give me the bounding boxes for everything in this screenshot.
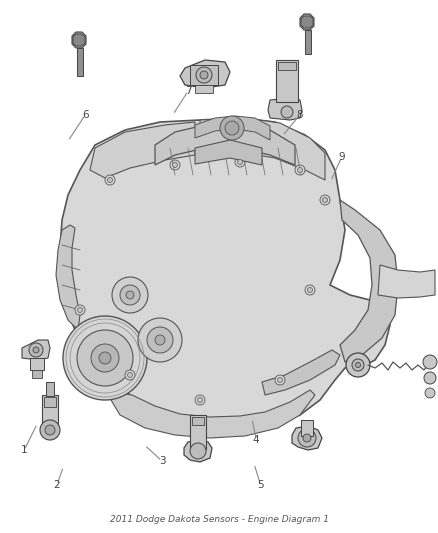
Polygon shape xyxy=(200,118,325,180)
Circle shape xyxy=(107,177,113,182)
Circle shape xyxy=(198,398,202,402)
Polygon shape xyxy=(292,426,322,450)
Circle shape xyxy=(320,195,330,205)
Text: 2: 2 xyxy=(53,480,60,490)
Text: 6: 6 xyxy=(82,110,89,119)
Polygon shape xyxy=(268,98,302,120)
Circle shape xyxy=(196,67,212,83)
Circle shape xyxy=(303,434,311,442)
Polygon shape xyxy=(195,116,270,140)
Circle shape xyxy=(305,285,315,295)
Polygon shape xyxy=(300,14,314,30)
Text: 9: 9 xyxy=(338,152,345,162)
Bar xyxy=(278,62,296,70)
Bar xyxy=(30,358,44,370)
Circle shape xyxy=(33,347,39,353)
Circle shape xyxy=(126,291,134,299)
Polygon shape xyxy=(180,60,230,88)
Text: 5: 5 xyxy=(257,480,264,490)
Circle shape xyxy=(105,175,115,185)
Text: 1: 1 xyxy=(21,446,28,455)
Circle shape xyxy=(78,308,82,312)
Polygon shape xyxy=(60,118,390,432)
Circle shape xyxy=(356,362,360,367)
Text: 7: 7 xyxy=(185,86,192,95)
Circle shape xyxy=(322,198,328,203)
Circle shape xyxy=(346,353,370,377)
Polygon shape xyxy=(262,350,340,395)
Circle shape xyxy=(220,116,244,140)
Circle shape xyxy=(120,285,140,305)
Circle shape xyxy=(170,160,180,170)
Bar xyxy=(44,397,56,407)
Polygon shape xyxy=(73,34,85,46)
Polygon shape xyxy=(72,32,86,48)
Circle shape xyxy=(91,344,119,372)
Circle shape xyxy=(352,359,364,371)
Circle shape xyxy=(138,318,182,362)
Circle shape xyxy=(275,375,285,385)
Bar xyxy=(195,85,213,93)
Circle shape xyxy=(63,316,147,400)
Text: 4: 4 xyxy=(253,435,260,445)
Circle shape xyxy=(29,343,43,357)
Circle shape xyxy=(425,388,435,398)
Polygon shape xyxy=(22,340,50,360)
Circle shape xyxy=(225,121,239,135)
Polygon shape xyxy=(195,140,262,165)
Circle shape xyxy=(77,330,133,386)
Circle shape xyxy=(195,395,205,405)
Polygon shape xyxy=(378,265,435,298)
Circle shape xyxy=(298,429,316,447)
Text: 3: 3 xyxy=(159,456,166,466)
Bar xyxy=(301,420,313,436)
Bar xyxy=(42,395,58,430)
Circle shape xyxy=(281,106,293,118)
Polygon shape xyxy=(184,440,212,462)
Circle shape xyxy=(190,443,206,459)
Polygon shape xyxy=(340,200,398,362)
Circle shape xyxy=(112,277,148,313)
Bar xyxy=(305,30,311,54)
Bar xyxy=(276,60,298,102)
Circle shape xyxy=(235,157,245,167)
Circle shape xyxy=(40,420,60,440)
Circle shape xyxy=(75,305,85,315)
Text: 2011 Dodge Dakota Sensors - Engine Diagram 1: 2011 Dodge Dakota Sensors - Engine Diagr… xyxy=(110,515,328,524)
Bar xyxy=(190,65,218,85)
Circle shape xyxy=(45,425,55,435)
Circle shape xyxy=(297,167,303,173)
Circle shape xyxy=(295,165,305,175)
Circle shape xyxy=(423,355,437,369)
Circle shape xyxy=(278,377,283,383)
Text: 8: 8 xyxy=(297,110,304,119)
Polygon shape xyxy=(56,225,80,330)
Circle shape xyxy=(200,71,208,79)
Bar xyxy=(190,415,206,449)
Circle shape xyxy=(424,372,436,384)
Circle shape xyxy=(125,370,135,380)
Circle shape xyxy=(147,327,173,353)
Circle shape xyxy=(99,352,111,364)
Polygon shape xyxy=(301,16,313,28)
Circle shape xyxy=(237,159,243,165)
Bar xyxy=(192,417,204,425)
Bar xyxy=(77,48,83,76)
Bar xyxy=(46,382,54,396)
Circle shape xyxy=(127,373,133,377)
Circle shape xyxy=(307,287,312,293)
Circle shape xyxy=(155,335,165,345)
Polygon shape xyxy=(155,123,295,165)
Polygon shape xyxy=(90,122,195,178)
Polygon shape xyxy=(105,390,315,438)
Circle shape xyxy=(173,163,177,167)
Bar xyxy=(32,370,42,378)
